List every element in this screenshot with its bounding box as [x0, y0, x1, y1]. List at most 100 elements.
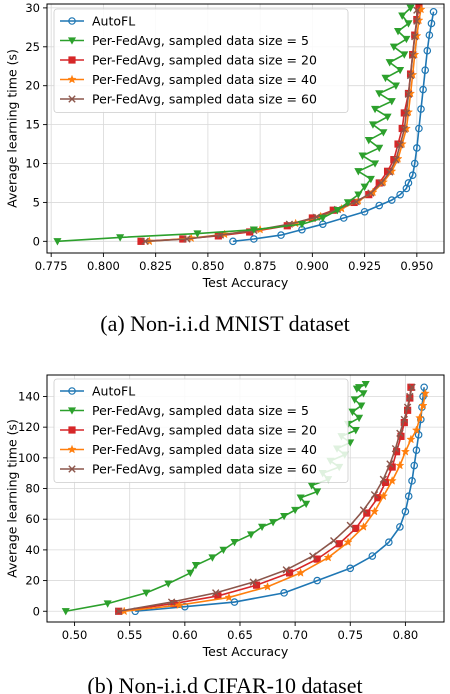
data-point	[410, 159, 419, 168]
data-point	[216, 231, 225, 239]
data-point	[392, 155, 400, 164]
legend-item: Per-FedAvg, sampled data size = 60	[60, 462, 317, 477]
data-point	[141, 237, 149, 246]
data-point	[249, 226, 258, 234]
data-point	[404, 179, 413, 187]
legend-box	[53, 8, 349, 113]
data-point	[404, 492, 413, 500]
data-point	[364, 136, 373, 145]
y-tick-label: 0	[33, 604, 40, 618]
legend-label: Per-FedAvg, sampled data size = 40	[92, 442, 317, 457]
plot-frame	[46, 3, 445, 254]
data-point	[348, 408, 357, 416]
x-tick-label: 0.70	[282, 628, 308, 642]
series-autofl	[229, 7, 438, 246]
data-point	[375, 144, 384, 153]
legend-label: AutoFL	[92, 384, 135, 399]
y-tick-label: 10	[25, 157, 40, 171]
data-point	[396, 190, 404, 199]
x-tick-label: 0.65	[227, 628, 253, 642]
legend-box	[53, 378, 349, 483]
data-point	[410, 461, 419, 470]
data-point	[387, 475, 397, 485]
data-point	[385, 538, 393, 547]
data-point	[224, 592, 234, 602]
data-point	[419, 85, 427, 94]
legend-item: Per-FedAvg, sampled data size = 20	[60, 423, 317, 438]
data-point	[404, 20, 413, 28]
data-point	[262, 581, 273, 591]
y-tick-label: 40	[25, 543, 40, 557]
data-point	[404, 90, 413, 98]
x-tick-label: 0.800	[87, 259, 120, 273]
legend-item: Per-FedAvg, sampled data size = 40	[60, 72, 317, 87]
data-point	[359, 506, 368, 514]
data-point	[401, 507, 410, 516]
data-point	[400, 446, 411, 456]
legend-marker	[68, 387, 76, 395]
data-point	[396, 141, 404, 149]
data-point	[193, 230, 202, 238]
data-point	[406, 434, 416, 444]
data-point	[396, 523, 404, 531]
data-point	[368, 121, 377, 129]
data-point	[313, 555, 321, 563]
data-point	[323, 552, 333, 562]
legend-label: Per-FedAvg, sampled data size = 60	[92, 92, 317, 107]
data-point	[420, 383, 428, 392]
data-point	[370, 490, 379, 499]
legend-label: AutoFL	[92, 14, 135, 29]
y-axis-label: Average learning time (s)	[4, 419, 19, 578]
y-tick-label: 30	[25, 1, 40, 15]
data-point	[400, 125, 408, 133]
data-point	[359, 390, 368, 398]
data-point	[391, 82, 400, 90]
chart-mnist: 0.775 0.800 0.825 0.850 0.875 0.900 0.925 0.950…	[4, 1, 445, 336]
data-point	[408, 51, 417, 60]
data-point	[114, 607, 123, 615]
data-point	[375, 90, 384, 98]
data-point	[297, 221, 306, 229]
data-point	[191, 562, 200, 570]
data-point	[61, 608, 70, 616]
data-point	[402, 35, 411, 44]
data-point	[318, 214, 327, 223]
data-point	[346, 564, 355, 573]
series-line	[118, 387, 413, 613]
data-point	[408, 383, 416, 391]
data-point	[412, 446, 421, 454]
x-tick-label: 0.50	[62, 628, 88, 642]
data-point	[167, 598, 176, 606]
x-tick-label: 0.75	[337, 628, 363, 642]
y-tick-label: 20	[25, 574, 40, 588]
x-axis-label: Test Accuracy	[202, 644, 289, 659]
data-point	[208, 554, 217, 562]
data-point	[358, 152, 367, 160]
data-point	[387, 196, 396, 204]
data-point	[413, 6, 421, 14]
data-point	[277, 231, 285, 239]
y-tick-label: 0	[33, 234, 40, 248]
data-point	[383, 113, 392, 121]
x-axis-label: Test Accuracy	[202, 275, 289, 290]
x-tick-label: 0.850	[191, 259, 224, 273]
legend-marker	[67, 74, 77, 84]
data-point	[389, 43, 398, 51]
legend-item: Per-FedAvg, sampled data size = 5	[60, 33, 309, 48]
data-point	[230, 539, 239, 547]
data-point	[375, 201, 384, 210]
data-point	[391, 444, 400, 453]
legend-marker	[68, 465, 76, 473]
data-point	[420, 388, 430, 398]
data-point	[385, 59, 394, 67]
data-point	[386, 460, 394, 468]
data-point	[406, 71, 415, 80]
legend-marker	[67, 444, 77, 454]
x-tick-label: 0.925	[348, 259, 381, 273]
data-point	[164, 580, 173, 588]
data-point	[406, 392, 414, 401]
data-point	[408, 477, 416, 485]
data-point	[296, 494, 305, 502]
data-point	[174, 600, 184, 610]
data-point	[186, 569, 195, 578]
